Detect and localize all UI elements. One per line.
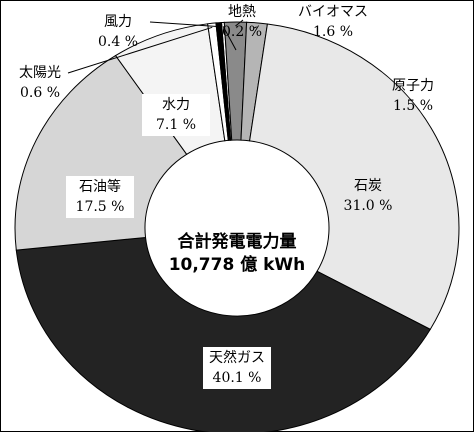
category-label: 太陽光 <box>19 65 61 81</box>
value-label: 31.0 % <box>344 198 393 214</box>
chart-title: 合計発電電力量 <box>178 231 297 252</box>
category-label: 天然ガス <box>209 349 265 366</box>
label-box <box>203 347 271 389</box>
labels: 地熱 0.2 % バイオマス 1.6 % 原子力 1.5 % 石炭 31.0 % 天然ガス 40.… <box>19 4 434 389</box>
chart-subtitle: 10,778 億 kWh <box>169 254 306 275</box>
leader-line <box>253 26 257 29</box>
slice <box>15 236 431 432</box>
label-box <box>66 176 134 218</box>
value-label: 0.4 % <box>98 34 138 50</box>
category-label: 石炭 <box>354 178 382 194</box>
leader-line <box>222 26 237 51</box>
category-label: 石油等 <box>79 178 121 195</box>
value-label: 0.6 % <box>20 85 60 101</box>
slice <box>215 21 232 141</box>
category-label: 原子力 <box>392 78 434 94</box>
value-label: 7.1 % <box>156 117 196 133</box>
leader-line <box>67 26 213 74</box>
value-label: 0.2 % <box>222 24 262 40</box>
slices <box>14 21 460 432</box>
category-label: 地熱 <box>228 4 256 20</box>
category-label: 風力 <box>104 14 132 30</box>
leader-line <box>149 21 220 28</box>
value-label: 17.5 % <box>76 199 125 215</box>
category-label: バイオマス <box>298 4 368 20</box>
category-label: 水力 <box>162 97 190 113</box>
slice <box>249 23 460 331</box>
value-label: 1.6 % <box>313 24 353 40</box>
value-label: 40.1 % <box>213 370 262 386</box>
leader-line <box>235 19 244 27</box>
label-box <box>142 94 210 136</box>
value-label: 1.5 % <box>393 98 433 114</box>
